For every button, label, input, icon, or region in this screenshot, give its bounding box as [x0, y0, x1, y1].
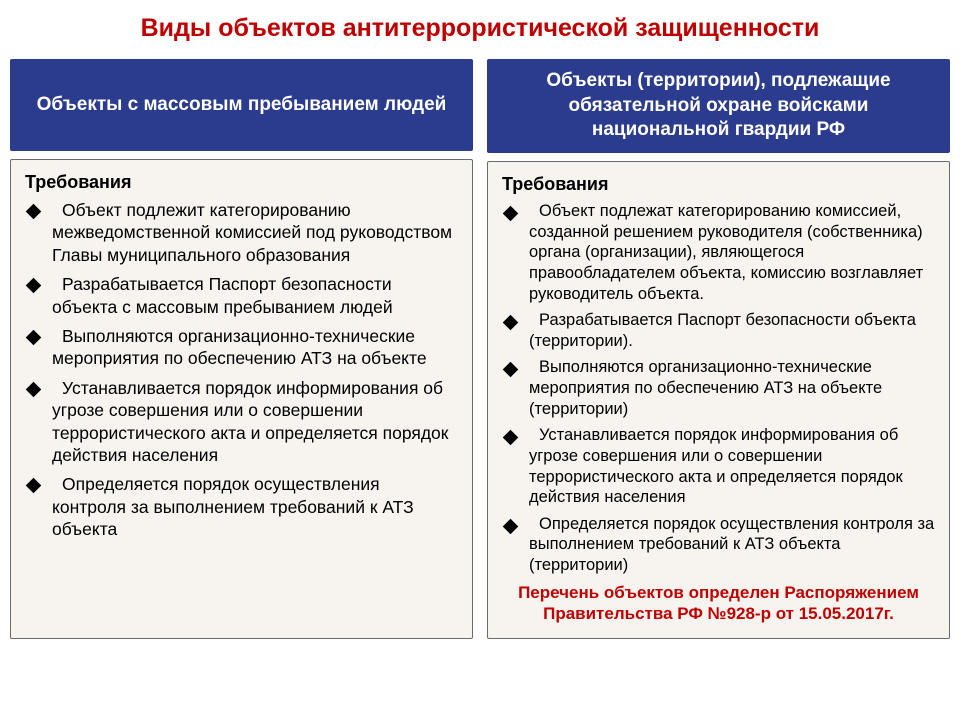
bullet-text: Устанавливается порядок информирования о…: [52, 377, 458, 467]
list-item: Устанавливается порядок информирования о…: [502, 425, 935, 508]
diamond-icon: [503, 362, 519, 378]
right-column-body: Требования Объект подлежат категорирован…: [487, 161, 950, 639]
left-requirements-title: Требования: [25, 172, 458, 193]
bullet-text: Устанавливается порядок информирования о…: [529, 425, 935, 508]
diamond-icon: [503, 206, 519, 222]
diamond-icon: [503, 315, 519, 331]
right-column: Объекты (территории), подлежащие обязате…: [487, 59, 950, 639]
list-item: Объект подлежит категорированию межведом…: [25, 199, 458, 266]
columns-container: Объекты с массовым пребыванием людей Тре…: [0, 59, 960, 639]
bullet-text: Объект подлежит категорированию межведом…: [52, 199, 458, 266]
left-column-header: Объекты с массовым пребыванием людей: [10, 59, 473, 151]
diamond-icon: [26, 381, 42, 397]
left-bullet-list: Объект подлежит категорированию межведом…: [25, 199, 458, 540]
list-item: Объект подлежат категорированию комиссие…: [502, 201, 935, 304]
diamond-icon: [26, 204, 42, 220]
diamond-icon: [26, 478, 42, 494]
diamond-icon: [26, 278, 42, 294]
right-footnote: Перечень объектов определен Распоряжение…: [502, 582, 935, 625]
bullet-text: Разрабатывается Паспорт безопасности объ…: [529, 310, 935, 351]
bullet-text: Объект подлежат категорированию комиссие…: [529, 201, 935, 304]
list-item: Устанавливается порядок информирования о…: [25, 377, 458, 467]
list-item: Разрабатывается Паспорт безопасности объ…: [25, 273, 458, 318]
page-title: Виды объектов антитеррористической защищ…: [0, 0, 960, 59]
bullet-text: Определяется порядок осуществления контр…: [52, 473, 458, 540]
diamond-icon: [503, 519, 519, 535]
list-item: Разрабатывается Паспорт безопасности объ…: [502, 310, 935, 351]
list-item: Определяется порядок осуществления контр…: [25, 473, 458, 540]
right-column-header: Объекты (территории), подлежащие обязате…: [487, 59, 950, 153]
list-item: Выполняются организационно-технические м…: [502, 357, 935, 419]
bullet-text: Выполняются организационно-технические м…: [52, 325, 458, 370]
bullet-text: Выполняются организационно-технические м…: [529, 357, 935, 419]
bullet-text: Разрабатывается Паспорт безопасности объ…: [52, 273, 458, 318]
list-item: Выполняются организационно-технические м…: [25, 325, 458, 370]
list-item: Определяется порядок осуществления контр…: [502, 514, 935, 576]
diamond-icon: [503, 430, 519, 446]
bullet-text: Определяется порядок осуществления контр…: [529, 514, 935, 576]
diamond-icon: [26, 330, 42, 346]
left-column: Объекты с массовым пребыванием людей Тре…: [10, 59, 473, 639]
left-column-body: Требования Объект подлежит категорирован…: [10, 159, 473, 639]
right-requirements-title: Требования: [502, 174, 935, 195]
right-bullet-list: Объект подлежат категорированию комиссие…: [502, 201, 935, 576]
